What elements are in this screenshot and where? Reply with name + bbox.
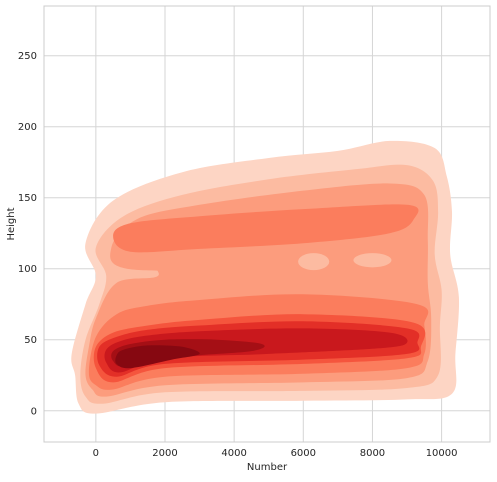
y-axis-label: Height — [6, 207, 17, 240]
tick-labels: 0 2000 4000 6000 8000 10000 0 50 100 150 200 250 — [18, 51, 458, 459]
y-tick-label: 250 — [18, 51, 37, 62]
y-tick-label: 50 — [24, 335, 37, 346]
x-tick-label: 4000 — [221, 448, 246, 459]
contour-hole-left — [298, 253, 330, 271]
contour-hole-right — [353, 253, 392, 268]
x-axis-label: Number — [247, 462, 288, 473]
y-tick-label: 200 — [18, 122, 37, 133]
y-tick-label: 150 — [18, 193, 37, 204]
x-tick-label: 2000 — [152, 448, 177, 459]
contour-peak — [115, 345, 200, 369]
plot-frame — [43, 5, 491, 443]
y-tick-label: 0 — [31, 406, 37, 417]
y-tick-label: 100 — [18, 264, 37, 275]
density-contours — [71, 140, 460, 414]
x-tick-label: 10000 — [426, 448, 458, 459]
x-tick-label: 8000 — [360, 448, 385, 459]
contour-upper-band — [113, 204, 419, 253]
x-tick-label: 0 — [93, 448, 99, 459]
x-tick-label: 6000 — [291, 448, 316, 459]
